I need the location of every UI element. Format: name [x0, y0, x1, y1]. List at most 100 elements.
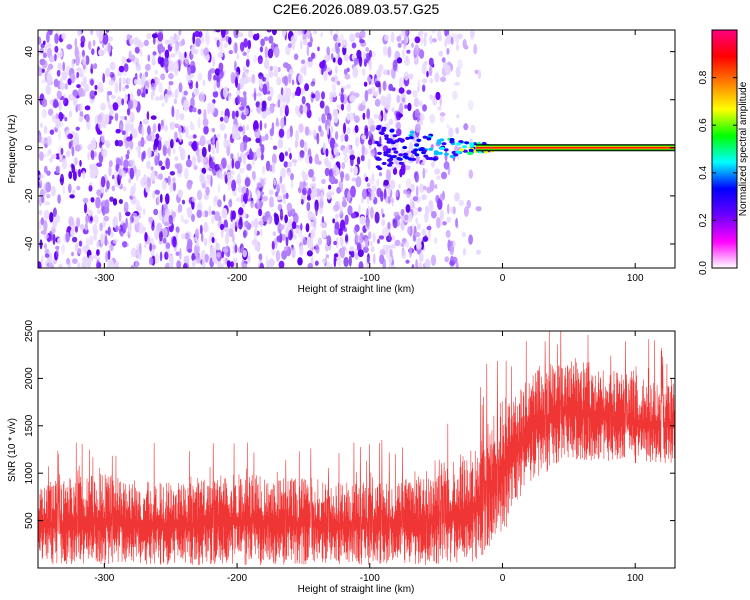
onset-cell — [388, 161, 394, 165]
noise-speckle — [382, 227, 389, 238]
noise-speckle — [54, 45, 59, 53]
noise-speckle — [141, 73, 146, 86]
onset-cell — [399, 138, 405, 143]
noise-speckle — [332, 164, 338, 171]
noise-speckle — [335, 46, 341, 55]
noise-speckle — [306, 201, 311, 212]
noise-speckle — [155, 133, 160, 139]
noise-speckle — [67, 183, 72, 194]
noise-speckle — [259, 84, 263, 89]
noise-speckle — [126, 136, 132, 142]
noise-speckle — [71, 146, 75, 157]
noise-speckle — [134, 46, 140, 54]
onset-cell — [458, 140, 464, 144]
noise-speckle — [160, 46, 165, 53]
noise-speckle — [269, 189, 274, 196]
noise-speckle — [105, 188, 108, 193]
noise-speckle — [173, 60, 179, 73]
noise-speckle — [228, 37, 232, 45]
noise-speckle — [470, 30, 475, 38]
noise-speckle — [248, 30, 253, 38]
noise-speckle — [226, 260, 231, 268]
noise-speckle — [46, 194, 51, 199]
noise-speckle — [73, 171, 77, 181]
noise-speckle — [246, 53, 250, 60]
noise-speckle — [287, 147, 292, 152]
noise-speckle — [282, 30, 285, 37]
noise-speckle — [78, 87, 84, 98]
noise-speckle — [115, 224, 119, 232]
noise-speckle — [219, 69, 224, 79]
noise-speckle — [235, 110, 239, 118]
spectrogram-xtick-label: -300 — [94, 273, 114, 284]
noise-speckle — [259, 200, 263, 208]
onset-cell — [398, 161, 404, 165]
noise-speckle — [111, 185, 115, 192]
noise-speckle — [228, 92, 232, 102]
noise-speckle — [470, 124, 476, 134]
noise-speckle — [52, 207, 57, 218]
noise-speckle — [402, 97, 405, 103]
noise-speckle — [46, 31, 50, 43]
noise-speckle — [331, 82, 337, 93]
noise-speckle — [391, 107, 395, 113]
noise-speckle — [75, 55, 80, 66]
noise-speckle — [428, 204, 434, 211]
noise-speckle — [100, 186, 104, 194]
noise-speckle — [206, 53, 210, 62]
noise-speckle — [139, 242, 142, 255]
noise-speckle — [107, 226, 111, 236]
noise-speckle — [154, 228, 159, 240]
noise-speckle — [312, 129, 317, 137]
noise-speckle — [154, 155, 159, 166]
noise-speckle — [45, 181, 51, 193]
noise-speckle — [370, 206, 374, 219]
noise-speckle — [142, 175, 147, 183]
noise-speckle — [109, 61, 116, 71]
noise-speckle — [404, 57, 410, 66]
noise-speckle — [420, 34, 424, 46]
spectrogram-ytick-label: 40 — [24, 46, 35, 58]
noise-speckle — [126, 149, 130, 156]
noise-speckle — [150, 115, 157, 120]
noise-speckle — [417, 86, 420, 92]
noise-speckle — [129, 167, 134, 180]
noise-speckle — [278, 128, 285, 138]
noise-speckle — [284, 151, 288, 157]
noise-speckle — [324, 157, 329, 166]
noise-speckle — [154, 69, 158, 75]
onset-cell — [397, 157, 403, 161]
noise-speckle — [247, 39, 252, 50]
noise-speckle — [330, 30, 333, 36]
noise-speckle — [366, 192, 372, 198]
noise-speckle — [74, 46, 79, 58]
noise-speckle — [437, 30, 442, 40]
noise-speckle — [450, 36, 454, 45]
noise-speckle — [372, 90, 379, 97]
noise-speckle — [193, 87, 199, 96]
noise-speckle — [38, 174, 45, 179]
noise-speckle — [383, 69, 389, 76]
noise-speckle — [183, 219, 189, 225]
noise-speckle — [358, 261, 364, 268]
noise-speckle — [388, 118, 394, 126]
noise-speckle — [202, 259, 206, 268]
noise-speckle — [363, 58, 367, 67]
noise-speckle — [88, 255, 94, 262]
noise-speckle — [242, 250, 248, 258]
colorbar-tick-label: 0.6 — [698, 118, 709, 132]
noise-speckle — [115, 260, 119, 268]
noise-speckle — [388, 196, 391, 204]
noise-speckle — [179, 248, 182, 260]
noise-speckle — [346, 127, 351, 135]
noise-speckle — [145, 88, 148, 95]
noise-speckle — [421, 63, 427, 75]
noise-speckle — [81, 54, 87, 66]
noise-speckle — [371, 173, 375, 181]
noise-speckle — [183, 90, 188, 96]
noise-speckle — [122, 77, 126, 85]
noise-speckle — [385, 245, 392, 249]
noise-speckle — [68, 94, 74, 101]
noise-speckle — [60, 173, 64, 186]
noise-speckle — [252, 171, 256, 180]
